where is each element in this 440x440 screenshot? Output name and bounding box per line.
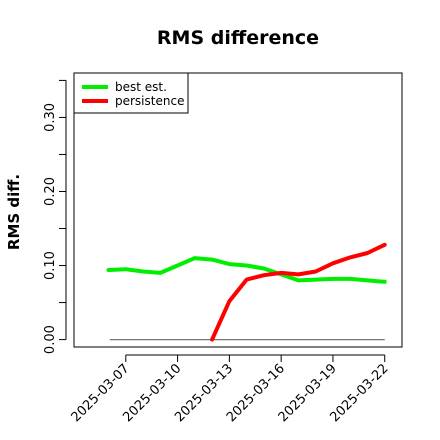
- legend-label: best est.: [115, 80, 167, 94]
- x-axis: 2025-03-072025-03-102025-03-132025-03-16…: [69, 354, 392, 425]
- series-line-best-est-: [106, 256, 387, 284]
- legend: best est.persistence: [73, 72, 189, 114]
- series-line-persistence: [210, 242, 387, 342]
- legend-box: [73, 72, 189, 114]
- y-tick-label: 0.30: [43, 103, 58, 132]
- y-tick-label: 0.20: [43, 177, 58, 206]
- legend-label: persistence: [115, 94, 184, 108]
- y-tick-label: 0.00: [43, 325, 58, 354]
- plot-lines: [106, 242, 387, 342]
- y-tick-label: 0.10: [43, 251, 58, 280]
- chart-title: RMS difference: [157, 27, 319, 49]
- y-axis-label: RMS diff.: [5, 174, 23, 250]
- plot-frame: [73, 72, 403, 348]
- y-axis: 0.00 0.10 0.20 0.30: [43, 79, 67, 354]
